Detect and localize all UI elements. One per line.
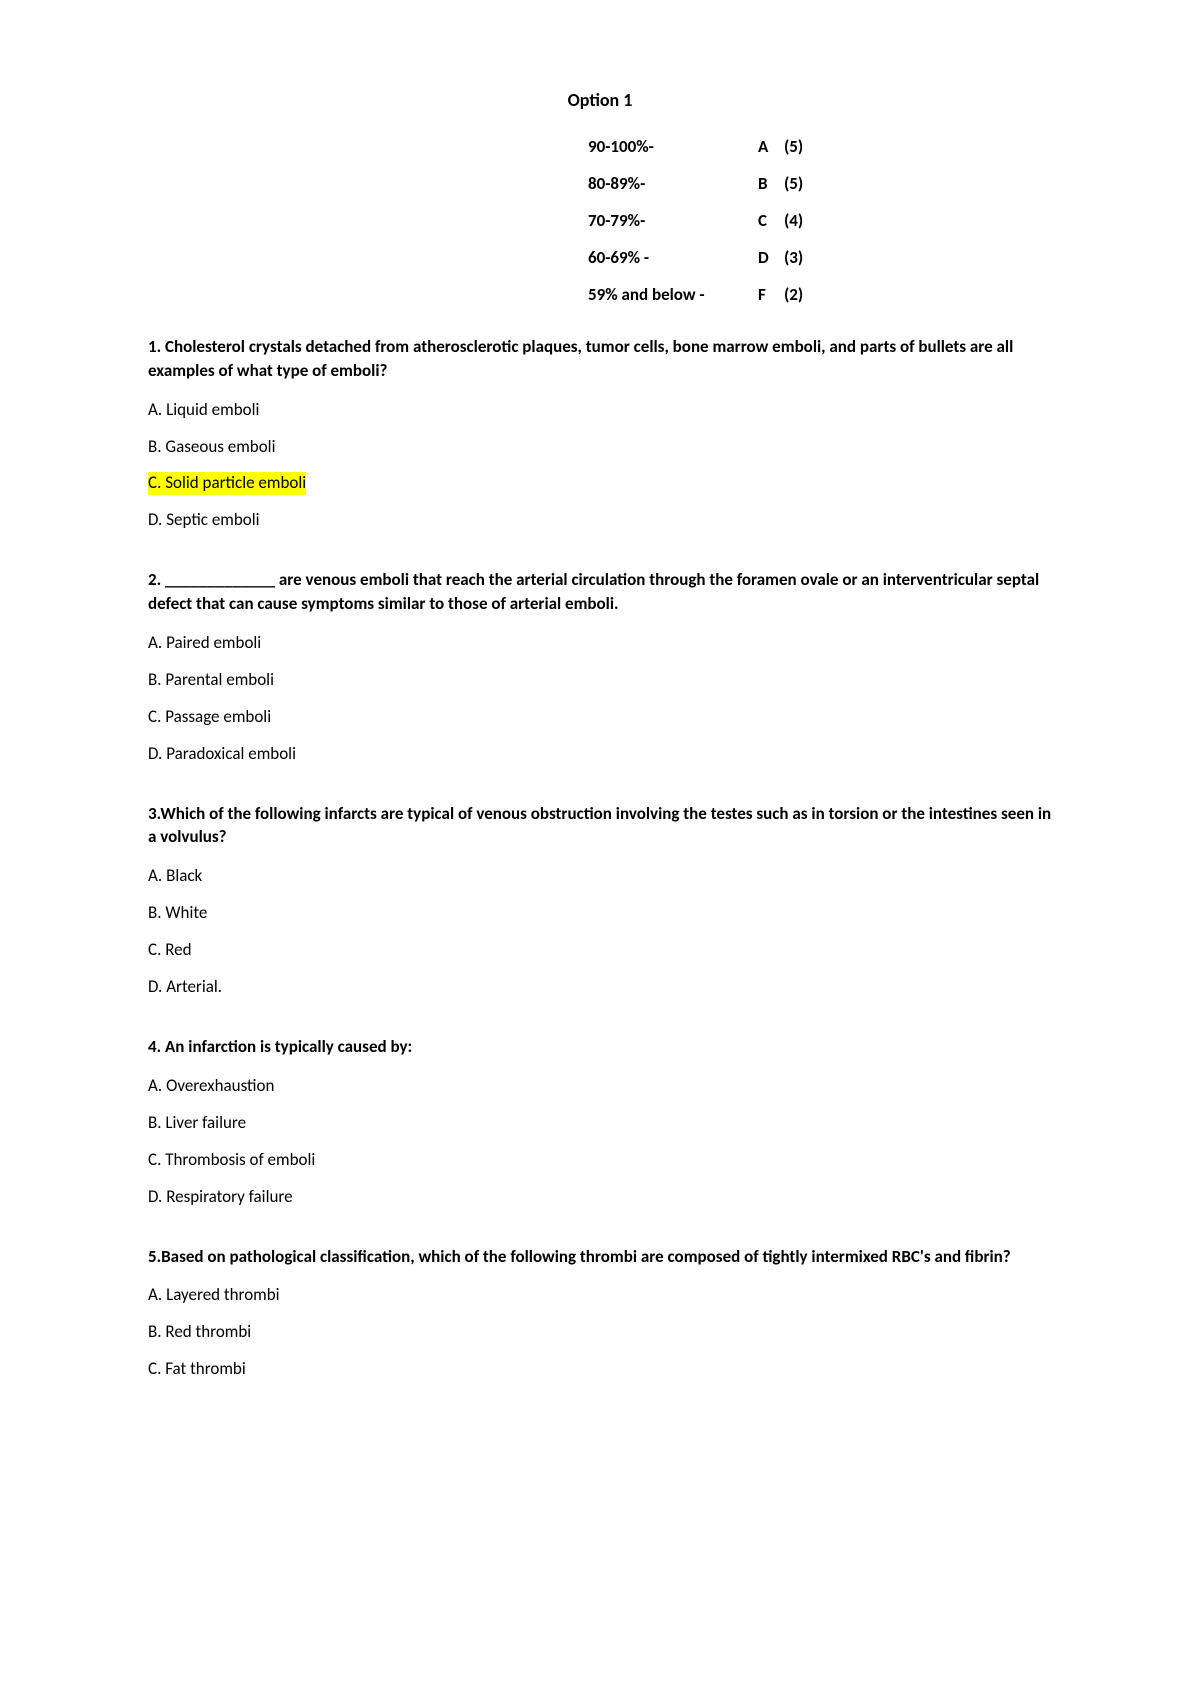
grade-range: 70-79%- <box>588 210 758 233</box>
grade-letter: B <box>758 173 778 196</box>
answer-option: D. Paradoxical emboli <box>148 743 296 766</box>
answer-option: B. Red thrombi <box>148 1321 251 1344</box>
grade-range: 60-69% - <box>588 247 758 270</box>
answer-option: D. Septic emboli <box>148 509 260 532</box>
answer-option: C. Solid particle emboli <box>148 472 306 495</box>
question-options: A. Black B. White C. Red D. Arterial. <box>148 865 1052 1013</box>
answer-option: D. Arterial. <box>148 976 222 999</box>
question-options: A. Layered thrombi B. Red thrombi C. Fat t… <box>148 1284 1052 1395</box>
answer-option: A. Liquid emboli <box>148 399 259 422</box>
question-stem: 5.Based on pathological classification, … <box>148 1245 1052 1269</box>
answer-option: A. Black <box>148 865 202 888</box>
answer-option: B. Gaseous emboli <box>148 436 275 459</box>
grade-row: 90-100%-A(5) <box>588 136 1052 159</box>
grade-count: (3) <box>778 247 818 270</box>
grade-letter: C <box>758 210 778 233</box>
question-stem: 4. An infarction is typically caused by: <box>148 1035 1052 1059</box>
answer-option: B. Parental emboli <box>148 669 274 692</box>
answer-option: D. Respiratory failure <box>148 1186 293 1209</box>
answer-option: B. White <box>148 902 207 925</box>
grade-scale-table: 90-100%-A(5)80-89%-B(5)70-79%-C(4)60-69%… <box>588 136 1052 307</box>
grade-range: 59% and below - <box>588 284 758 307</box>
grade-letter: D <box>758 247 778 270</box>
grade-letter: F <box>758 284 778 307</box>
answer-option: C. Fat thrombi <box>148 1358 246 1381</box>
grade-range: 80-89%- <box>588 173 758 196</box>
answer-option: A. Paired emboli <box>148 632 261 655</box>
answer-option: C. Red <box>148 939 192 962</box>
answer-option: C. Passage emboli <box>148 706 271 729</box>
grade-row: 59% and below -F(2) <box>588 284 1052 307</box>
question-options: A. Overexhaustion B. Liver failure C. Thro… <box>148 1075 1052 1223</box>
grade-row: 60-69% -D(3) <box>588 247 1052 270</box>
grade-row: 80-89%-B(5) <box>588 173 1052 196</box>
grade-count: (2) <box>778 284 818 307</box>
grade-count: (5) <box>778 136 818 159</box>
grade-count: (4) <box>778 210 818 233</box>
question-stem: 2. _____________ are venous emboli that … <box>148 568 1052 616</box>
question-stem: 3.Which of the following infarcts are ty… <box>148 802 1052 850</box>
answer-option: B. Liver failure <box>148 1112 246 1135</box>
question-options: A. Liquid emboli B. Gaseous emboli C. Soli… <box>148 399 1052 547</box>
page-title: Option 1 <box>148 88 1052 112</box>
grade-row: 70-79%-C(4) <box>588 210 1052 233</box>
answer-option: A. Overexhaustion <box>148 1075 274 1098</box>
question-options: A. Paired emboli B. Parental emboli C. Pas… <box>148 632 1052 780</box>
grade-letter: A <box>758 136 778 159</box>
answer-option: C. Thrombosis of emboli <box>148 1149 315 1172</box>
answer-option: A. Layered thrombi <box>148 1284 280 1307</box>
question-stem: 1. Cholesterol crystals detached from at… <box>148 335 1052 383</box>
grade-count: (5) <box>778 173 818 196</box>
grade-range: 90-100%- <box>588 136 758 159</box>
